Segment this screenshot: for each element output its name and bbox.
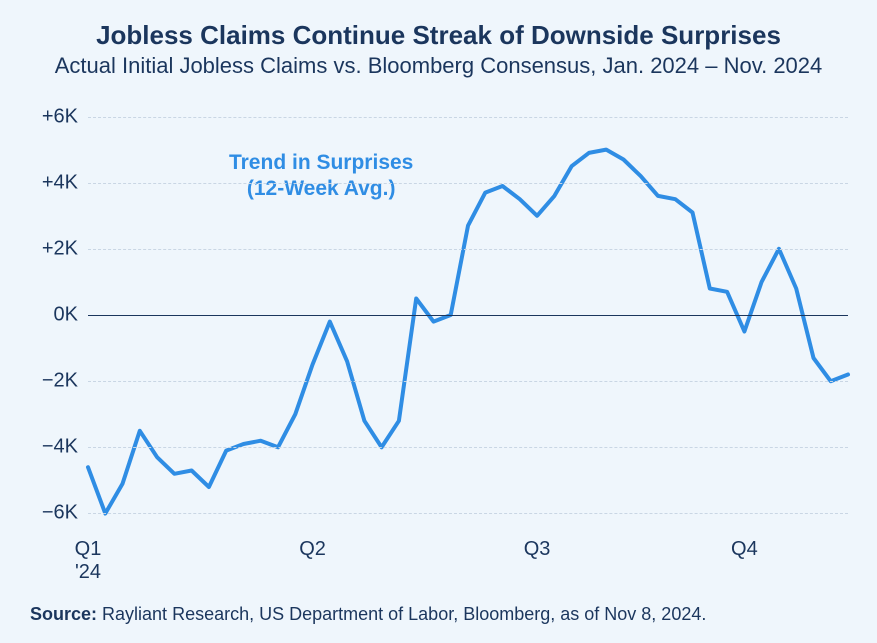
gridline: [88, 447, 848, 448]
gridline: [88, 381, 848, 382]
x-tick-label: Q4: [731, 530, 758, 561]
source-text: Rayliant Research, US Department of Labo…: [97, 604, 706, 624]
gridline: [88, 315, 848, 316]
trend-line: [88, 150, 848, 514]
chart-container: Jobless Claims Continue Streak of Downsi…: [0, 0, 877, 643]
chart-subtitle: Actual Initial Jobless Claims vs. Bloomb…: [0, 53, 877, 79]
source-label: Source:: [30, 604, 97, 624]
y-tick-label: 0K: [54, 304, 88, 327]
source-line: Source: Rayliant Research, US Department…: [30, 604, 706, 625]
trend-annotation: Trend in Surprises (12-Week Avg.): [221, 150, 421, 203]
x-tick-label: Q2: [299, 530, 326, 561]
gridline: [88, 249, 848, 250]
y-tick-label: +6K: [42, 105, 88, 128]
x-tick-label: Q1 '24: [75, 530, 102, 584]
plot-area: Trend in Surprises (12-Week Avg.) +6K+4K…: [88, 100, 848, 530]
gridline: [88, 513, 848, 514]
y-tick-label: −6K: [42, 502, 88, 525]
gridline: [88, 117, 848, 118]
gridline: [88, 183, 848, 184]
y-tick-label: −2K: [42, 370, 88, 393]
x-tick-label: Q3: [524, 530, 551, 561]
y-tick-label: +2K: [42, 237, 88, 260]
y-tick-label: +4K: [42, 171, 88, 194]
y-tick-label: −4K: [42, 436, 88, 459]
chart-title: Jobless Claims Continue Streak of Downsi…: [0, 0, 877, 51]
